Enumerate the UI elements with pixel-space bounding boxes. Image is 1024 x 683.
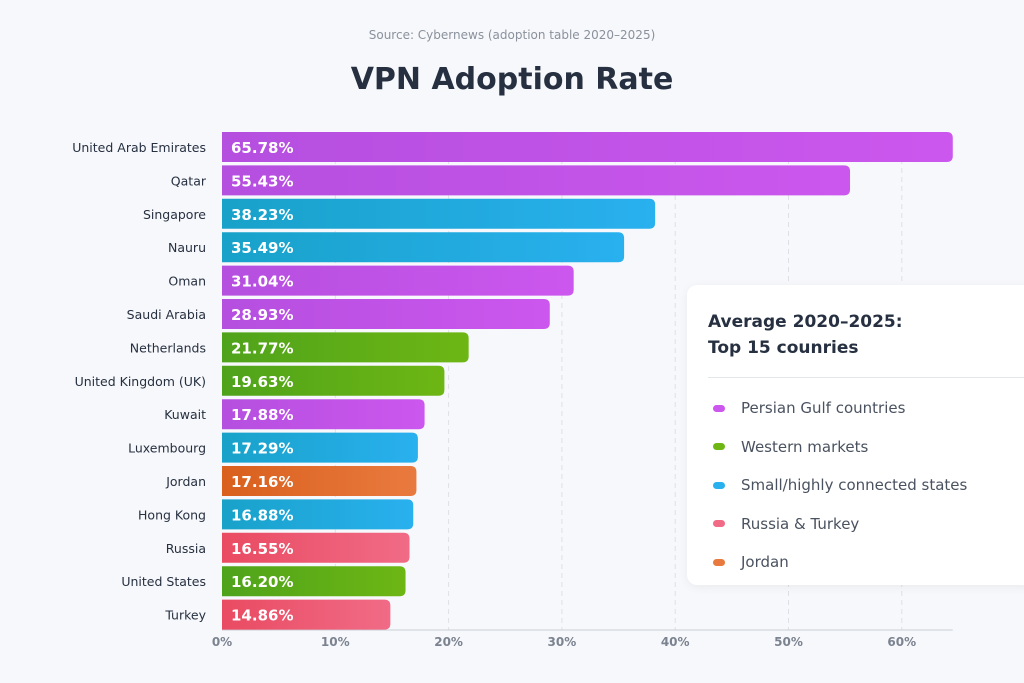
bar	[222, 165, 851, 196]
bar-value-label: 35.49%	[231, 239, 293, 257]
legend-label: Russia & Turkey	[741, 514, 860, 533]
legend: Average 2020–2025: Top 15 counries Persia…	[687, 285, 1024, 585]
bar	[222, 532, 410, 563]
x-tick-label: 30%	[548, 635, 577, 649]
bar-value-label: 19.63%	[231, 373, 293, 391]
bar	[222, 432, 418, 463]
legend-item: Small/highly connected states	[713, 466, 1024, 505]
bar-value-label: 28.93%	[231, 306, 293, 324]
legend-label: Small/highly connected states	[741, 476, 968, 495]
category-label: United Arab Emirates	[72, 140, 206, 155]
category-label: Kuwait	[164, 407, 206, 422]
x-tick-label: 60%	[887, 635, 916, 649]
legend-label: Persian Gulf countries	[741, 399, 906, 418]
category-label: Saudi Arabia	[127, 307, 206, 322]
bar	[222, 198, 656, 229]
bar-value-label: 17.29%	[231, 440, 293, 458]
category-label: United States	[121, 574, 206, 589]
bar-value-label: 65.78%	[231, 139, 293, 157]
x-tick-label: 50%	[774, 635, 803, 649]
bar	[222, 466, 417, 496]
bar-value-label: 16.88%	[231, 506, 293, 524]
bar	[222, 599, 391, 630]
bar-value-label: 31.04%	[231, 273, 293, 291]
legend-item: Persian Gulf countries	[713, 389, 1024, 428]
category-label: Nauru	[168, 240, 206, 255]
category-label: Turkey	[164, 608, 206, 623]
category-label: Netherlands	[130, 340, 206, 355]
bar-value-label: 21.77%	[231, 339, 293, 357]
legend-swatch	[713, 520, 725, 528]
category-label: United Kingdom (UK)	[75, 374, 206, 389]
x-tick-label: 40%	[661, 635, 690, 649]
legend-label: Jordan	[741, 553, 789, 572]
legend-title-line2: Top 15 counries	[708, 338, 859, 358]
chart-title: VPN Adoption Rate	[350, 62, 674, 97]
bar	[222, 332, 469, 363]
bar-value-label: 14.86%	[231, 607, 293, 625]
chart-source: Source: Cybernews (adoption table 2020–2…	[368, 28, 656, 42]
legend-swatch	[713, 443, 725, 451]
category-label: Oman	[168, 274, 206, 289]
bar	[222, 232, 625, 263]
x-tick-label: 10%	[321, 635, 350, 649]
legend-swatch	[713, 481, 725, 489]
bar	[222, 299, 550, 329]
x-tick-label: 20%	[434, 635, 463, 649]
bar	[222, 566, 406, 597]
legend-item: Western markets	[713, 428, 1024, 467]
bar-value-label: 55.43%	[231, 172, 293, 190]
bar-value-label: 16.20%	[231, 573, 293, 591]
bar-value-label: 17.16%	[231, 473, 293, 491]
category-label: Qatar	[171, 173, 207, 188]
legend-label: Western markets	[741, 437, 869, 456]
bar-value-label: 16.55%	[231, 540, 293, 558]
bar-value-label: 38.23%	[231, 206, 293, 224]
category-label: Jordan	[165, 474, 206, 489]
bar	[222, 265, 574, 296]
legend-swatch	[713, 404, 725, 412]
category-label: Luxembourg	[128, 441, 206, 456]
legend-item: Jordan	[713, 543, 1024, 582]
bar	[222, 399, 425, 430]
bar	[222, 132, 953, 162]
legend-title-line1: Average 2020–2025:	[708, 312, 903, 332]
bar-value-label: 17.88%	[231, 406, 293, 424]
bar	[222, 499, 414, 530]
category-label: Singapore	[143, 207, 206, 222]
bar	[222, 365, 445, 396]
legend-divider	[708, 377, 1024, 378]
x-tick-label: 0%	[212, 635, 232, 649]
category-label: Hong Kong	[138, 507, 206, 522]
legend-swatch	[713, 558, 725, 566]
category-label: Russia	[166, 541, 206, 556]
legend-item: Russia & Turkey	[713, 505, 1024, 544]
